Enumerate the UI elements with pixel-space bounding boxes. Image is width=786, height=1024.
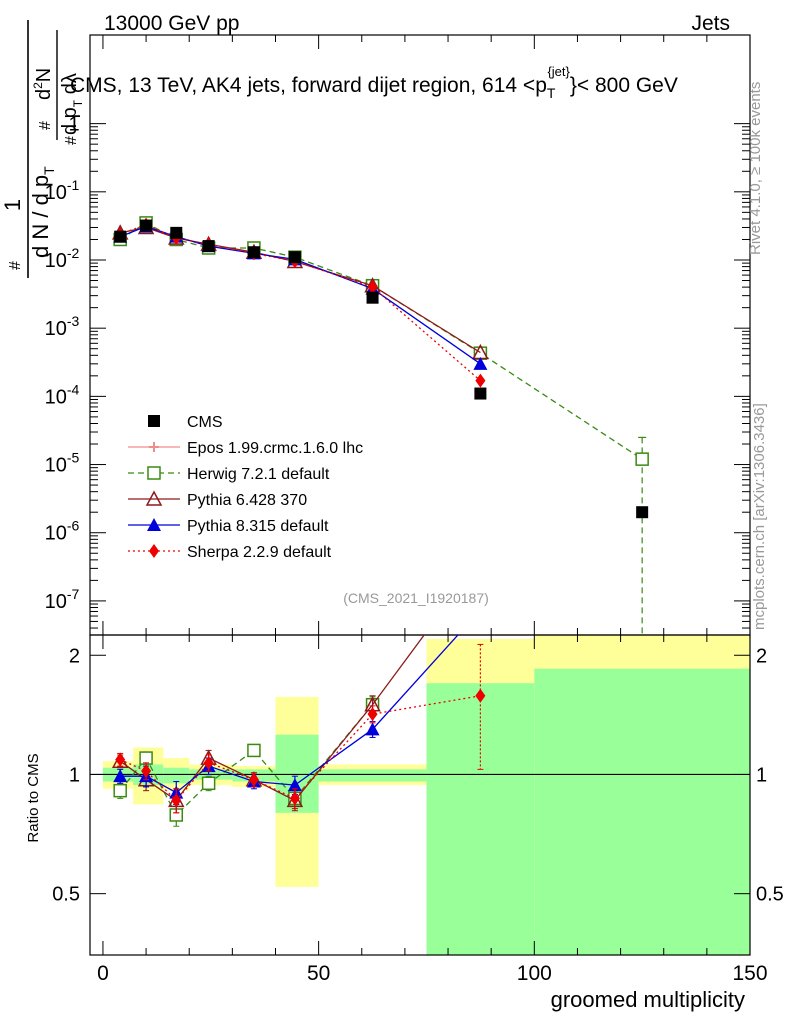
series-3-point-7 bbox=[473, 356, 488, 370]
ratio-tick-label-right-0: 0.5 bbox=[756, 884, 784, 906]
cms-point-3 bbox=[202, 240, 215, 253]
series-line-upper-4 bbox=[119, 223, 481, 382]
title-sup: {jet} bbox=[547, 64, 570, 79]
band-inner-7 bbox=[426, 683, 535, 955]
y-tick-label-3: 10-3 bbox=[45, 313, 80, 340]
ylabel-d2n: d2N bbox=[31, 68, 55, 100]
legend-label-herwig: Herwig 7.2.1 default bbox=[187, 466, 330, 483]
ratio-tick-label-left-2: 2 bbox=[69, 645, 80, 667]
ratio-series-4-point-1 bbox=[141, 764, 152, 779]
header-right: Jets bbox=[691, 12, 730, 35]
y-tick-label-7: 10-7 bbox=[45, 586, 80, 613]
ylabel-hash-left: # bbox=[7, 261, 24, 270]
legend-marker-1 bbox=[147, 466, 161, 480]
x-tick-label-3: 150 bbox=[732, 962, 767, 985]
legend-label-cms: CMS bbox=[187, 414, 223, 431]
ylabel-dpt-dlambda: d pT dλ bbox=[59, 73, 85, 135]
y-tick-label-5: 10-5 bbox=[45, 450, 80, 477]
ylabel-denominator: d N / d pT bbox=[28, 166, 57, 258]
legend-marker-4 bbox=[149, 544, 159, 558]
legend bbox=[128, 415, 180, 558]
y-tick-label-1: 10-1 bbox=[45, 177, 80, 204]
header-left: 13000 GeV pp bbox=[104, 12, 239, 35]
ratio-tick-label-right-2: 2 bbox=[756, 645, 767, 667]
data-marks bbox=[111, 216, 649, 827]
upper-y-axis-label: 1 d N / d pT # # d2N d pT dλ # bbox=[0, 20, 85, 278]
ratio-series-1-point-1 bbox=[139, 751, 153, 765]
x-tick-label-1: 50 bbox=[307, 962, 330, 985]
ratio-series-1-point-4 bbox=[247, 743, 261, 758]
legend-marker-0 bbox=[149, 442, 159, 452]
mcplots-label: mcplots.cern.ch [arXiv:1306.3436] bbox=[751, 403, 768, 630]
ratio-tick-label-left-1: 1 bbox=[69, 764, 80, 786]
title-post: }< 800 GeV bbox=[570, 74, 678, 97]
y-tick-label-2: 10-2 bbox=[45, 245, 80, 272]
legend-marker-3 bbox=[147, 518, 161, 531]
cms-point-5 bbox=[288, 251, 301, 264]
ylabel-one: 1 bbox=[0, 199, 25, 211]
ratio-series-1-point-3 bbox=[201, 776, 216, 791]
analysis-tag: (CMS_2021_I1920187) bbox=[343, 590, 489, 606]
cms-point-6 bbox=[366, 291, 379, 304]
ratio-frame bbox=[89, 634, 751, 956]
series-4-point-6 bbox=[367, 280, 378, 295]
series-line-ratio-4 bbox=[119, 695, 481, 802]
y-tick-label-0: 1 bbox=[68, 114, 79, 136]
ratio-series-4-point-5 bbox=[289, 791, 300, 806]
cms-point-2 bbox=[170, 226, 183, 239]
y-tick-label-6: 10-6 bbox=[45, 518, 80, 545]
chart-title: CMS, 13 TeV, AK4 jets, forward dijet reg… bbox=[70, 64, 678, 101]
cms-point-7 bbox=[474, 387, 487, 400]
ratio-series-4-point-6 bbox=[367, 707, 378, 722]
band-inner-2 bbox=[163, 767, 190, 784]
ratio-series-4-point-4 bbox=[248, 772, 259, 787]
title-sub: T bbox=[547, 85, 556, 101]
band-inner-8 bbox=[534, 668, 750, 955]
legend-label-pythia8: Pythia 8.315 default bbox=[187, 518, 329, 535]
rivet-label: Rivet 4.1.0, ≥ 100k events bbox=[747, 82, 764, 255]
legend-marker-cms bbox=[148, 415, 160, 427]
ratio-tick-label-right-1: 1 bbox=[756, 764, 767, 786]
legend-label-epos: Epos 1.99.crmc.1.6.0 lhc bbox=[187, 440, 363, 457]
ratio-series-4-point-7 bbox=[475, 688, 486, 703]
ratio-series-3-point-6 bbox=[365, 722, 380, 736]
ratio-y-axis-label: Ratio to CMS bbox=[25, 753, 42, 842]
legend-marker-2 bbox=[145, 490, 163, 506]
cms-point-0 bbox=[114, 230, 127, 243]
legend-label-pythia6: Pythia 6.428 370 bbox=[187, 492, 307, 509]
cms-point-4 bbox=[247, 246, 260, 259]
ratio-series-3-point-5 bbox=[287, 778, 302, 792]
x-axis-label: groomed multiplicity bbox=[551, 987, 745, 1012]
series-4-point-7 bbox=[475, 373, 486, 388]
ratio-series-group bbox=[111, 635, 486, 827]
legend-label-sherpa: Sherpa 2.2.9 default bbox=[187, 544, 332, 561]
title-pre: CMS, 13 TeV, AK4 jets, forward dijet reg… bbox=[70, 74, 547, 97]
y-tick-label-4: 10-4 bbox=[45, 381, 80, 408]
x-tick-label-0: 0 bbox=[97, 962, 109, 985]
cms-point-8 bbox=[636, 506, 649, 519]
cms-point-1 bbox=[140, 219, 153, 232]
ratio-tick-label-left-0: 0.5 bbox=[52, 884, 80, 906]
ratio-series-4-point-2 bbox=[171, 793, 182, 808]
ratio-series-3-point-0 bbox=[113, 769, 128, 783]
ylabel-hash-top: # bbox=[37, 121, 54, 130]
x-tick-label-2: 100 bbox=[517, 962, 552, 985]
ratio-series-1-point-0 bbox=[113, 783, 127, 798]
series-1-point-8 bbox=[635, 452, 649, 466]
ratio-series-4-point-0 bbox=[115, 752, 126, 767]
axes-frame: 0 50 100 150 1 10-1 10-2 10-3 10-4 10-5 10-6 10-7 0.… bbox=[45, 34, 784, 985]
ratio-uncertainty-bands bbox=[102, 635, 750, 955]
upper-series-group bbox=[111, 216, 649, 635]
band-inner-6 bbox=[318, 769, 427, 782]
series-line-upper-3 bbox=[119, 225, 481, 365]
ylabel-hash-mid: # bbox=[63, 136, 80, 145]
ratio-series-4-point-3 bbox=[203, 755, 214, 770]
